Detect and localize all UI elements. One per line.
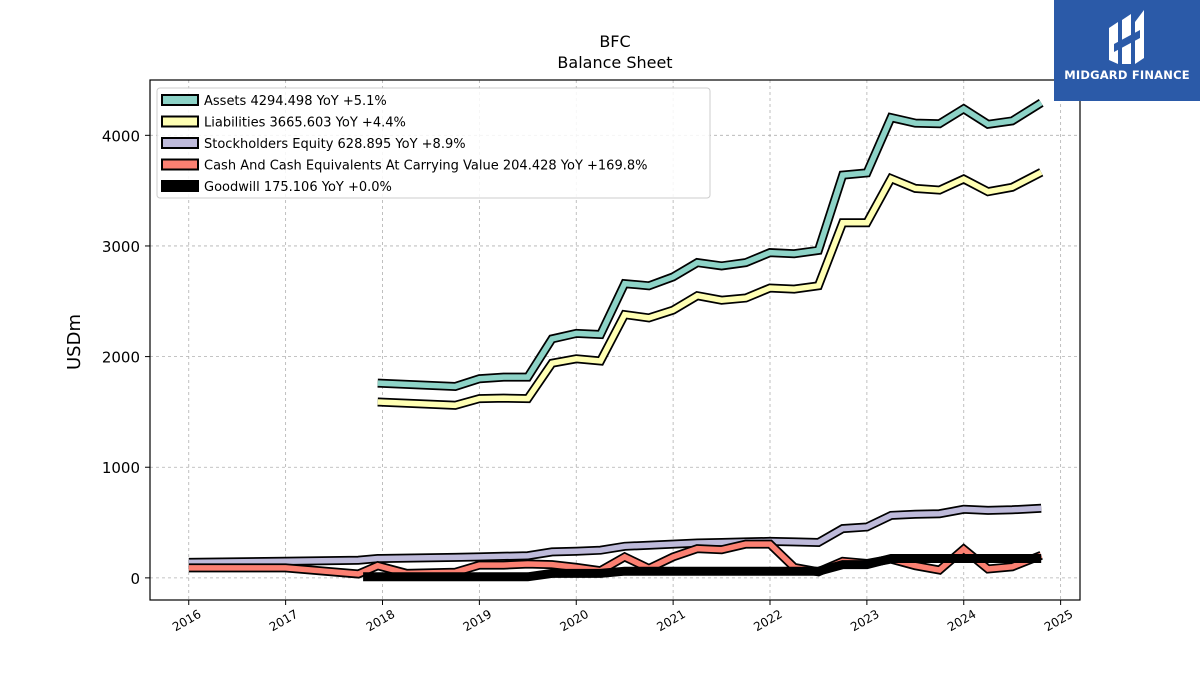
series-stockholders-equity (188, 503, 1042, 567)
series-lines (188, 98, 1044, 582)
series-line (188, 505, 1042, 566)
legend-item: Liabilities 3665.603 YoY +4.4% (161, 115, 406, 131)
series-line (377, 169, 1043, 409)
legend: Assets 4294.498 YoY +5.1% Liabilities 366… (156, 87, 711, 199)
legend-label: Liabilities 3665.603 YoY +4.4% (204, 116, 406, 131)
series-assets (377, 98, 1044, 392)
legend-label: Goodwill 175.106 YoY +0.0% (204, 180, 392, 195)
y-tick-label: 3000 (102, 238, 140, 256)
x-tick-label: 2021 (654, 607, 687, 634)
legend-item: Goodwill 175.106 YoY +0.0% (161, 180, 392, 195)
legend-swatch (161, 115, 199, 128)
legend-swatch (161, 158, 199, 171)
chart-subtitle: Balance Sheet (557, 53, 672, 72)
series-line-outline (377, 168, 1044, 410)
x-tick-label: 2023 (848, 607, 881, 634)
legend-label: Stockholders Equity 628.895 YoY +8.9% (204, 137, 466, 152)
legend-swatch (161, 94, 199, 106)
legend-box (156, 87, 711, 199)
midgard-logo-icon (1109, 10, 1144, 64)
legend-item: Assets 4294.498 YoY +5.1% (161, 94, 387, 109)
x-tick-label: 2016 (170, 607, 203, 634)
legend-label: Cash And Cash Equivalents At Carrying Va… (204, 159, 647, 174)
series-line (377, 100, 1043, 390)
x-tick-label: 2022 (751, 607, 784, 634)
x-tick-label: 2025 (1042, 607, 1075, 634)
brand-name: MIDGARD FINANCE (1064, 68, 1190, 82)
x-tick-label: 2020 (558, 607, 591, 634)
chart-title: BFC (599, 32, 630, 51)
legend-swatch (161, 180, 199, 192)
y-tick-label: 0 (130, 570, 140, 588)
legend-item: Stockholders Equity 628.895 YoY +8.9% (161, 137, 466, 152)
legend-swatch (161, 137, 199, 149)
legend-label: Assets 4294.498 YoY +5.1% (204, 94, 387, 109)
series-goodwill (363, 554, 1042, 582)
y-tick-label: 2000 (102, 349, 140, 367)
y-axis-label: USDm (64, 314, 85, 370)
brand-logo: MIDGARD FINANCE (1054, 0, 1200, 101)
y-tick-label: 1000 (102, 459, 140, 477)
x-tick-label: 2017 (267, 607, 300, 634)
series-line (363, 554, 1042, 582)
series-liabilities (377, 168, 1044, 410)
plot-frame (149, 79, 1081, 601)
y-tick-label: 4000 (102, 127, 140, 145)
legend-item: Cash And Cash Equivalents At Carrying Va… (161, 158, 647, 174)
x-tick-label: 2019 (461, 607, 494, 634)
x-tick-label: 2018 (364, 607, 397, 634)
x-tick-label: 2024 (945, 607, 978, 634)
